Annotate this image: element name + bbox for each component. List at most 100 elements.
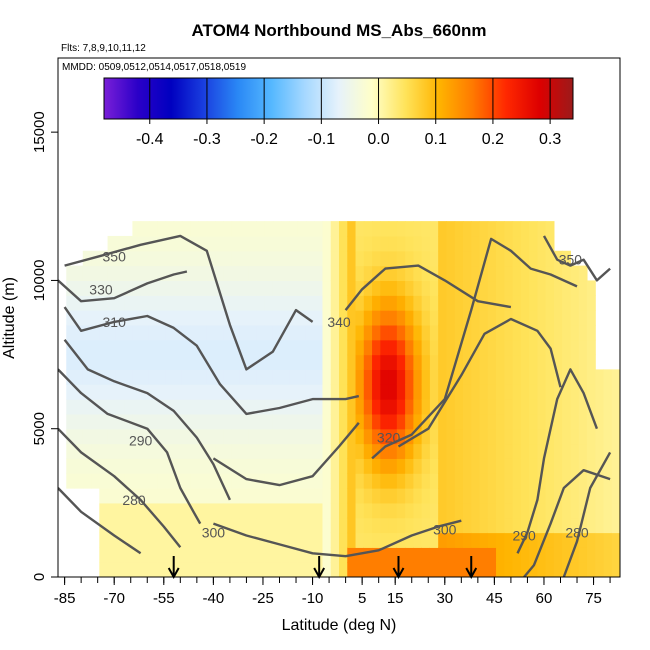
heatmap-cell bbox=[520, 502, 530, 519]
heatmap-cell bbox=[132, 473, 142, 489]
heatmap-cell bbox=[132, 339, 142, 356]
contour-line bbox=[212, 422, 360, 487]
heatmap-cell bbox=[570, 547, 580, 563]
heatmap-cell bbox=[107, 295, 117, 311]
heatmap-cell bbox=[421, 488, 431, 504]
heatmap-cell bbox=[388, 458, 398, 474]
heatmap-cell bbox=[396, 473, 406, 489]
heatmap-cell bbox=[372, 502, 381, 519]
heatmap-cell bbox=[124, 265, 133, 282]
heatmap-cell bbox=[372, 547, 381, 563]
heatmap-cell bbox=[429, 547, 439, 563]
heatmap-cell bbox=[529, 473, 538, 489]
heatmap-cell bbox=[281, 235, 291, 252]
heatmap-cell bbox=[339, 428, 348, 445]
heatmap-cell bbox=[429, 532, 439, 548]
heatmap-cell bbox=[413, 413, 423, 430]
heatmap-cell bbox=[462, 488, 472, 504]
heatmap-cell bbox=[99, 339, 109, 356]
heatmap-cell bbox=[595, 399, 605, 415]
heatmap-cell bbox=[107, 562, 117, 577]
heatmap-cell bbox=[256, 488, 266, 504]
heatmap-cell bbox=[140, 399, 150, 415]
heatmap-cell bbox=[322, 235, 332, 252]
heatmap-cell bbox=[462, 428, 472, 445]
heatmap-cell bbox=[198, 369, 208, 385]
heatmap-cell bbox=[479, 428, 489, 445]
heatmap-cell bbox=[124, 488, 133, 504]
heatmap-cell bbox=[520, 399, 530, 415]
heatmap-cell bbox=[198, 562, 208, 577]
heatmap-cell bbox=[140, 295, 150, 311]
heatmap-cell bbox=[611, 413, 620, 430]
heatmap-cell bbox=[595, 517, 605, 534]
heatmap-cell bbox=[140, 443, 150, 459]
heatmap-cell bbox=[586, 428, 596, 445]
flight-markers bbox=[167, 556, 478, 580]
heatmap-cell bbox=[355, 502, 365, 519]
heatmap-cell bbox=[380, 324, 390, 341]
heatmap-cell bbox=[314, 339, 324, 356]
heatmap-cell bbox=[553, 473, 563, 489]
heatmap-cell bbox=[330, 488, 340, 504]
heatmap-cell bbox=[462, 443, 472, 459]
heatmap-cell bbox=[553, 399, 563, 415]
heatmap-cell bbox=[479, 473, 489, 489]
heatmap-cell bbox=[190, 265, 200, 282]
heatmap-cell bbox=[231, 547, 241, 563]
heatmap-cell bbox=[545, 354, 555, 370]
heatmap-cell bbox=[124, 502, 133, 519]
contour-label: 290 bbox=[129, 433, 153, 449]
heatmap-cell bbox=[512, 502, 522, 519]
heatmap-cell bbox=[272, 547, 282, 563]
heatmap-cell bbox=[396, 443, 406, 459]
heatmap-cell bbox=[454, 502, 464, 519]
heatmap-cell bbox=[504, 562, 514, 577]
heatmap-cell bbox=[115, 339, 125, 356]
heatmap-cell bbox=[206, 339, 216, 356]
heatmap-cell bbox=[74, 473, 84, 489]
heatmap-cell bbox=[611, 399, 620, 415]
heatmap-cell bbox=[339, 532, 348, 548]
heatmap-cell bbox=[405, 562, 414, 577]
heatmap-cell bbox=[322, 324, 332, 341]
heatmap-cell bbox=[297, 369, 307, 385]
heatmap-cell bbox=[157, 235, 167, 252]
heatmap-cell bbox=[239, 250, 249, 267]
heatmap-cell bbox=[545, 488, 555, 504]
heatmap-cell bbox=[206, 324, 216, 341]
heatmap-cell bbox=[487, 369, 497, 385]
heatmap-cell bbox=[140, 310, 150, 326]
heatmap-cell bbox=[297, 295, 307, 311]
heatmap-cell bbox=[586, 369, 596, 385]
heatmap-cell bbox=[173, 235, 183, 252]
heatmap-cell bbox=[206, 221, 216, 237]
heatmap-cell bbox=[429, 517, 439, 534]
heatmap-cell bbox=[545, 250, 555, 267]
heatmap-cell bbox=[181, 384, 191, 400]
heatmap-cell bbox=[181, 324, 191, 341]
heatmap-cell bbox=[289, 413, 299, 430]
heatmap-cell bbox=[272, 250, 282, 267]
heatmap-cell bbox=[388, 384, 398, 400]
heatmap-cell bbox=[545, 369, 555, 385]
heatmap-cell bbox=[562, 473, 572, 489]
heatmap-cell bbox=[562, 488, 572, 504]
heatmap-cell bbox=[446, 221, 456, 237]
heatmap-cell bbox=[504, 428, 514, 445]
heatmap-cell bbox=[322, 517, 332, 534]
heatmap-cell bbox=[140, 221, 150, 237]
heatmap-cell bbox=[372, 428, 381, 445]
heatmap-cell bbox=[504, 384, 514, 400]
heatmap-cell bbox=[429, 428, 439, 445]
heatmap-cell bbox=[413, 473, 423, 489]
heatmap-cell bbox=[487, 265, 497, 282]
heatmap-cell bbox=[256, 443, 266, 459]
heatmap-cell bbox=[239, 265, 249, 282]
heatmap-cell bbox=[355, 399, 365, 415]
heatmap-cell bbox=[181, 339, 191, 356]
heatmap-cell bbox=[297, 354, 307, 370]
heatmap-cell bbox=[545, 413, 555, 430]
heatmap-cell bbox=[330, 339, 340, 356]
contour-line bbox=[523, 469, 611, 577]
